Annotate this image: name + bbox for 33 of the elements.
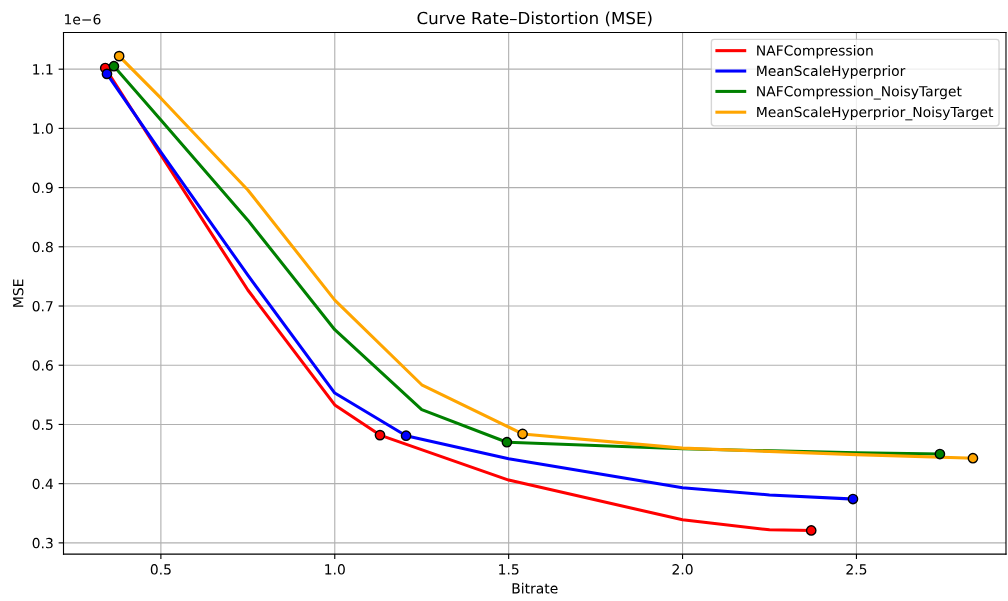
- x-tick-label: 1.5: [499, 564, 519, 575]
- x-tick-label: 1.0: [325, 564, 345, 575]
- y-tick-label: 1.1: [33, 64, 53, 75]
- y-tick-label: 0.8: [32, 241, 53, 253]
- chart-title: Curve Rate–Distortion (MSE): [417, 11, 652, 27]
- point: [108, 60, 120, 72]
- y-axis-title: MSE: [12, 279, 24, 307]
- point: [967, 452, 979, 464]
- legend-label: NAFCompression: [757, 44, 873, 59]
- point: [113, 50, 125, 62]
- x-tick-label: 2.0: [672, 564, 693, 575]
- point: [847, 493, 859, 505]
- legend-label: MeanScaleHyperprior: [757, 65, 906, 79]
- text: 1e−6: [65, 14, 101, 25]
- point: [400, 430, 412, 442]
- point: [374, 429, 386, 441]
- point: [501, 436, 513, 448]
- y-tick-label: 0.7: [32, 300, 53, 312]
- x-axis-title: Bitrate: [512, 582, 558, 594]
- y-tick-label: 1.0: [33, 123, 53, 134]
- legend-label: MeanScaleHyperprior_NoisyTarget: [757, 106, 994, 121]
- point: [805, 525, 817, 536]
- y-tick-label: 0.9: [32, 182, 53, 194]
- y-tick-label: 0.4: [32, 478, 53, 490]
- point: [934, 448, 946, 460]
- legend-label: NAFCompression_NoisyTarget: [757, 85, 962, 100]
- point: [101, 68, 113, 80]
- x-tick-label: 0.5: [150, 564, 171, 575]
- y-tick-label: 0.5: [32, 419, 53, 430]
- y-tick-label: 0.3: [32, 537, 53, 549]
- point: [517, 428, 528, 440]
- x-tick-label: 2.5: [846, 564, 867, 575]
- y-tick-label: 0.6: [32, 360, 53, 371]
